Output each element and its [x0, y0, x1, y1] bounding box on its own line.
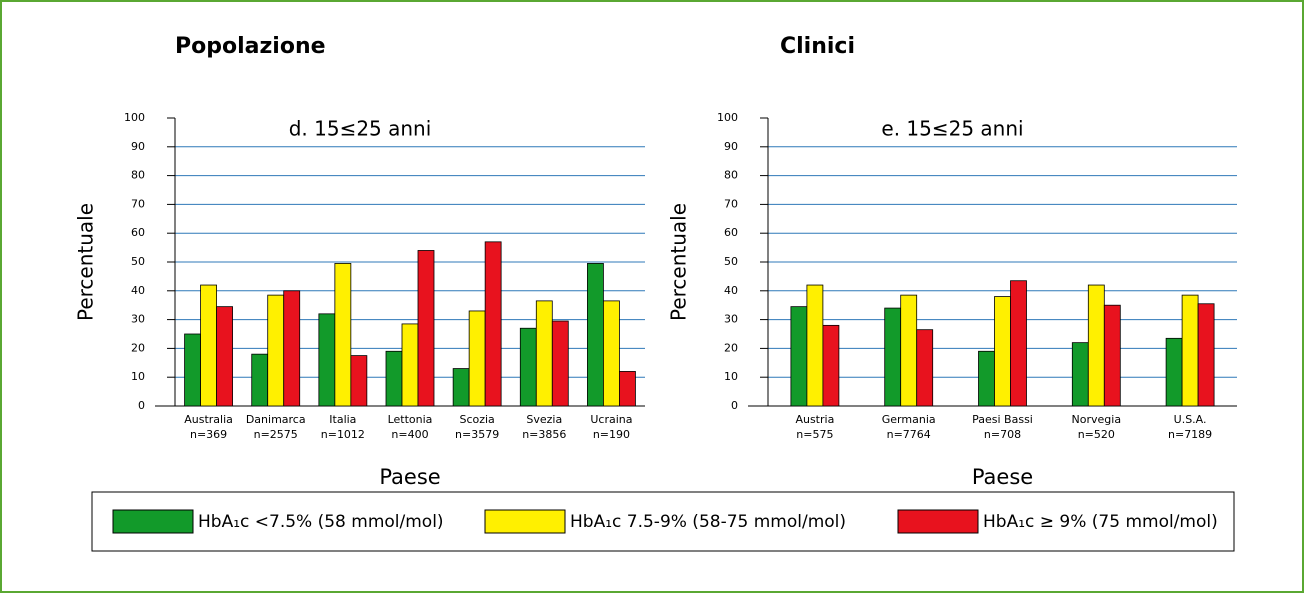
chart-header: Popolazione	[175, 34, 326, 59]
x-tick-label: Italia	[329, 413, 356, 426]
bar	[1010, 280, 1027, 407]
bar	[484, 241, 502, 407]
legend-swatch	[897, 509, 979, 534]
x-tick-label: Danimarca	[246, 413, 306, 426]
y-tick-label: 50	[724, 255, 738, 268]
bar	[1181, 294, 1199, 407]
bar	[535, 300, 553, 407]
x-tick-sublabel: n=575	[796, 428, 833, 441]
x-axis-label: Paese	[972, 465, 1033, 489]
x-tick-sublabel: n=190	[593, 428, 630, 441]
legend-swatch	[112, 509, 194, 534]
bar	[551, 320, 569, 407]
y-tick-label: 20	[131, 341, 145, 354]
bar	[216, 306, 233, 407]
bar	[283, 290, 301, 407]
bar	[251, 353, 269, 407]
bar	[978, 350, 995, 407]
y-axis-label: Percentuale	[74, 203, 98, 321]
bar	[318, 313, 336, 407]
legend-label: HbA₁c 7.5-9% (58-75 mmol/mol)	[570, 512, 846, 532]
y-tick-label: 100	[717, 111, 738, 124]
bar	[994, 296, 1011, 407]
x-tick-label: Austria	[795, 413, 834, 426]
bar	[401, 323, 419, 407]
bar	[1103, 304, 1121, 407]
x-tick-sublabel: n=3856	[522, 428, 566, 441]
y-tick-label: 20	[724, 341, 738, 354]
x-tick-sublabel: n=1012	[321, 428, 365, 441]
chart-header: Clinici	[780, 34, 855, 59]
y-tick-label: 100	[124, 111, 145, 124]
bar	[806, 284, 824, 407]
bar	[184, 333, 201, 407]
bar	[1087, 284, 1105, 407]
bar	[822, 324, 840, 407]
bar	[1165, 337, 1183, 407]
y-tick-label: 50	[131, 255, 145, 268]
bar	[1071, 342, 1089, 407]
bar	[468, 310, 486, 407]
y-tick-label: 70	[131, 197, 145, 210]
x-tick-label: Ucraina	[590, 413, 632, 426]
chart-title: e. 15≤25 anni	[881, 117, 1023, 141]
x-tick-label: Scozia	[459, 413, 494, 426]
x-tick-sublabel: n=708	[984, 428, 1021, 441]
x-tick-label: Australia	[184, 413, 233, 426]
bar	[900, 294, 918, 407]
y-tick-label: 70	[724, 197, 738, 210]
bar	[619, 371, 636, 407]
bar	[385, 350, 403, 407]
y-tick-label: 0	[731, 399, 738, 412]
y-tick-label: 0	[138, 399, 145, 412]
y-tick-label: 60	[724, 226, 738, 239]
y-tick-label: 60	[131, 226, 145, 239]
y-tick-label: 30	[131, 313, 145, 326]
bar	[587, 263, 604, 407]
bar	[884, 307, 902, 407]
x-tick-sublabel: n=7189	[1168, 428, 1212, 441]
bar	[200, 284, 217, 407]
x-tick-sublabel: n=7764	[887, 428, 931, 441]
bar	[417, 250, 435, 407]
legend-label: HbA₁c ≥ 9% (75 mmol/mol)	[983, 512, 1218, 532]
y-axis-label: Percentuale	[667, 203, 691, 321]
x-tick-label: Norvegia	[1072, 413, 1122, 426]
x-axis-label: Paese	[379, 465, 440, 489]
legend-swatch	[484, 509, 566, 534]
x-tick-sublabel: n=369	[190, 428, 227, 441]
bar	[334, 263, 352, 407]
chart-title: d. 15≤25 anni	[289, 117, 432, 141]
legend-label: HbA₁c <7.5% (58 mmol/mol)	[198, 512, 444, 532]
y-tick-label: 30	[724, 313, 738, 326]
x-tick-sublabel: n=2575	[254, 428, 298, 441]
legend-box	[91, 491, 1235, 552]
y-tick-label: 10	[724, 370, 738, 383]
x-tick-label: Germania	[882, 413, 936, 426]
x-tick-sublabel: n=520	[1078, 428, 1115, 441]
x-tick-sublabel: n=3579	[455, 428, 499, 441]
y-tick-label: 40	[724, 284, 738, 297]
x-tick-sublabel: n=400	[391, 428, 428, 441]
y-tick-label: 80	[724, 169, 738, 182]
bar	[519, 327, 537, 407]
bar	[1197, 303, 1215, 407]
y-tick-label: 10	[131, 370, 145, 383]
x-tick-label: Lettonia	[388, 413, 433, 426]
y-tick-label: 80	[131, 169, 145, 182]
y-tick-label: 40	[131, 284, 145, 297]
bar	[350, 355, 368, 407]
bar	[452, 368, 470, 407]
bar	[916, 329, 934, 407]
x-tick-label: Svezia	[526, 413, 562, 426]
y-tick-label: 90	[131, 140, 145, 153]
x-tick-label: Paesi Bassi	[972, 413, 1033, 426]
bar	[267, 294, 285, 407]
bar	[603, 300, 620, 407]
y-tick-label: 90	[724, 140, 738, 153]
x-tick-label: U.S.A.	[1174, 413, 1207, 426]
bar	[790, 306, 808, 407]
